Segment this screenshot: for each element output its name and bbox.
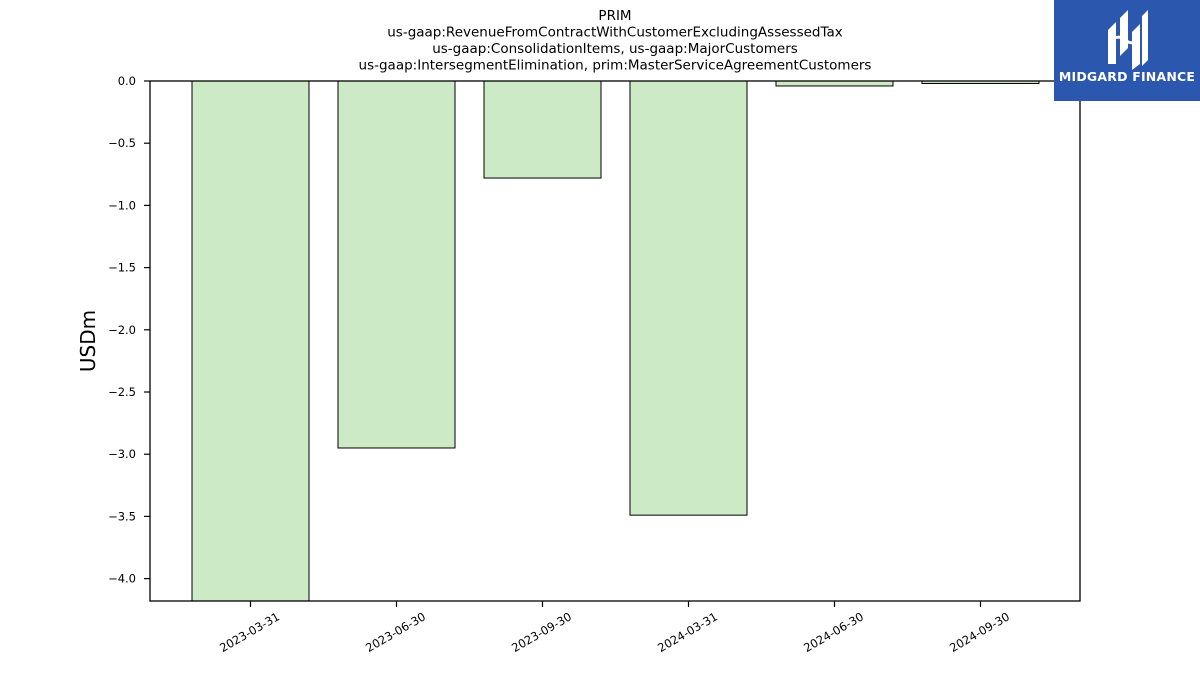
- title-line-2: us-gaap:RevenueFromContractWithCustomerE…: [387, 25, 843, 41]
- x-axis: 2023-03-31 2023-06-30 2023-09-30 2024-03-31…: [217, 601, 1012, 655]
- x-tick-label: 2024-06-30: [801, 609, 866, 655]
- y-tick-label: −2.0: [108, 323, 136, 337]
- title-line-4: us-gaap:IntersegmentElimination, prim:Ma…: [359, 58, 872, 74]
- chart-title: PRIM us-gaap:RevenueFromContractWithCust…: [359, 8, 872, 74]
- x-tick-label: 2024-03-31: [655, 609, 720, 655]
- bar-2024-06-30: [775, 80, 894, 87]
- title-line-1: PRIM: [598, 8, 631, 24]
- x-tick-label: 2023-09-30: [509, 609, 574, 655]
- bar-2023-03-31: [191, 80, 310, 602]
- bar-2023-09-30: [483, 80, 602, 179]
- title-line-3: us-gaap:ConsolidationItems, us-gaap:Majo…: [432, 41, 798, 57]
- y-tick-label: −4.0: [108, 572, 136, 586]
- midgard-logo-icon: [1108, 10, 1148, 70]
- y-tick-label: −2.5: [108, 385, 136, 399]
- x-tick-label: 2023-06-30: [363, 609, 428, 655]
- y-tick-label: 0.0: [118, 74, 136, 88]
- bars: [191, 80, 1040, 602]
- x-tick-label: 2023-03-31: [217, 609, 282, 655]
- y-tick-label: −1.5: [108, 261, 136, 275]
- y-axis: 0.0 −0.5 −1.0 −1.5 −2.0 −2.5 −3.0 −3.5 −4.0: [108, 74, 150, 586]
- bar-2023-06-30: [337, 80, 456, 449]
- x-tick-label: 2024-09-30: [947, 609, 1012, 655]
- y-tick-label: −3.0: [108, 447, 136, 461]
- y-tick-label: −0.5: [108, 136, 136, 150]
- y-tick-label: −3.5: [108, 509, 136, 523]
- bar-2024-03-31: [629, 80, 748, 516]
- logo-text: MIDGARD FINANCE: [1058, 69, 1196, 84]
- y-tick-label: −1.0: [108, 198, 136, 212]
- midgard-finance-logo: MIDGARD FINANCE: [1054, 0, 1200, 101]
- y-axis-title: USDm: [76, 310, 100, 372]
- plot-frame: [149, 80, 1081, 602]
